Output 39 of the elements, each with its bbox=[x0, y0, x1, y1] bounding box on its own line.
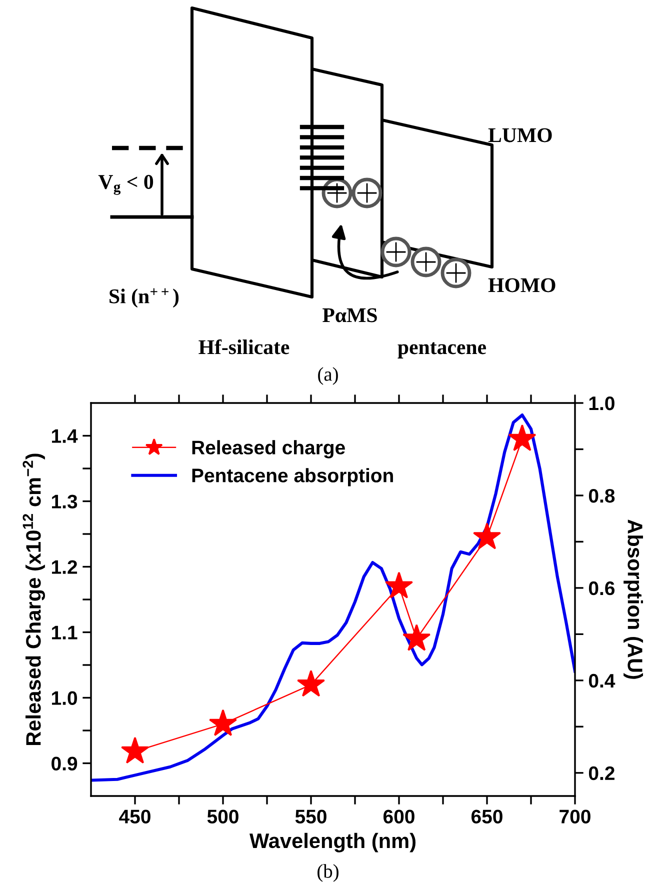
y2-tick-label: 0.2 bbox=[588, 766, 614, 780]
y2-tick-label: 0.6 bbox=[588, 581, 615, 596]
x-tick-label: 600 bbox=[383, 810, 414, 824]
y-axis-title: Released Charge (x10$^{12}$ cm$^{−2}$) bbox=[22, 454, 46, 745]
y-tick-label: 0.9 bbox=[52, 756, 78, 770]
point bbox=[120, 736, 150, 764]
y2-tick-label: 0.4 bbox=[588, 674, 616, 688]
y2-tick-label: 1.0 bbox=[589, 396, 614, 410]
y2-axis-title: Absorption (AU) bbox=[624, 520, 643, 679]
text: (a) bbox=[318, 367, 338, 385]
x-tick-label: 700 bbox=[560, 810, 590, 824]
y-tick-label: 1.2 bbox=[52, 560, 78, 574]
x-tick-label: 450 bbox=[119, 810, 150, 824]
legend-label: Released charge bbox=[192, 440, 345, 458]
y-tick-label: 1.1 bbox=[52, 626, 78, 640]
x-tick-label: 550 bbox=[295, 810, 326, 824]
point bbox=[296, 670, 326, 697]
text: PαMS bbox=[322, 308, 377, 322]
point bbox=[472, 522, 502, 550]
y2-tick-label: 0.8 bbox=[588, 488, 615, 503]
text: (b) bbox=[318, 864, 338, 882]
x-tick-label: 650 bbox=[471, 810, 502, 824]
legend-label: Pentacene absorption bbox=[192, 468, 393, 486]
text: pentacene bbox=[398, 342, 486, 358]
line-series bbox=[91, 413, 575, 782]
text: LUMO bbox=[488, 128, 552, 142]
y-tick-label: 1.0 bbox=[52, 691, 78, 705]
point bbox=[402, 624, 431, 651]
y-tick-label: 1.3 bbox=[52, 494, 78, 509]
x-axis-title: Wavelength (nm) bbox=[250, 832, 416, 852]
point bbox=[208, 709, 238, 736]
text: Si (n$^{++}$) bbox=[110, 288, 179, 308]
text: HOMO bbox=[488, 278, 556, 292]
point bbox=[384, 572, 414, 598]
point bbox=[508, 424, 536, 452]
text: V$_{g}$ < 0 bbox=[98, 174, 154, 195]
y-tick-label: 1.4 bbox=[52, 429, 78, 443]
x-tick-label: 500 bbox=[207, 810, 238, 824]
text: Hf-silicate bbox=[198, 339, 290, 354]
